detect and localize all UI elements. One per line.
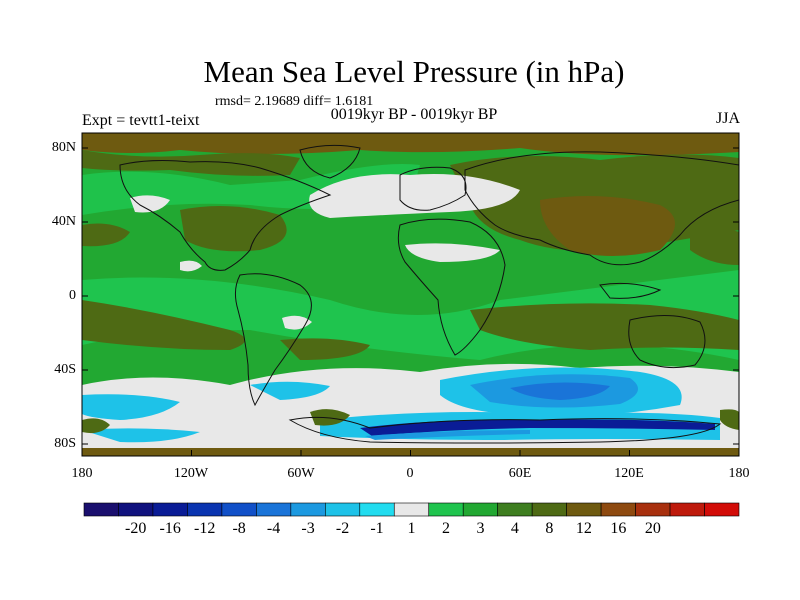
lon-label: 180: [728, 466, 750, 481]
coast-greenland: [299, 144, 361, 179]
field-neutral: [130, 195, 170, 213]
pressure-field: [82, 133, 739, 456]
colorbar-swatch: [83, 502, 119, 517]
field-olive: [690, 227, 739, 265]
colorbar-label: 20: [644, 520, 661, 537]
lat-label: 40N: [51, 214, 76, 229]
field-olive: [280, 338, 370, 360]
coast-australia: [628, 314, 706, 369]
field-dark-blue: [360, 419, 715, 436]
colorbar-swatch: [187, 502, 223, 517]
lon-label: 0: [406, 466, 414, 481]
field-cyan: [82, 428, 200, 443]
field-olive: [82, 150, 300, 176]
field-neutral: [405, 243, 500, 262]
lon-label: 120E: [614, 466, 644, 481]
field-olive: [82, 300, 245, 350]
field-olive: [470, 303, 739, 350]
coast-africa: [397, 218, 506, 356]
lon-label: 60E: [508, 466, 532, 481]
field-olive: [310, 409, 350, 426]
colorbar-swatch: [566, 502, 602, 517]
field-cyan: [250, 381, 330, 400]
colorbar-swatch: [256, 502, 292, 517]
experiment-text: Expt = tevtt1-teixt: [82, 112, 200, 129]
colorbar-label: 12: [575, 520, 592, 537]
lat-label: 0: [69, 288, 76, 303]
colorbar-swatch: [635, 502, 671, 517]
colorbar-swatch: [462, 502, 498, 517]
coast-antarctica: [288, 416, 722, 444]
field-olive: [720, 409, 739, 430]
lon-label: 60W: [287, 466, 315, 481]
colorbar-label: -4: [266, 520, 281, 537]
lon-label: 180: [71, 466, 93, 481]
colorbar-label: -20: [125, 520, 147, 537]
coast-north-america: [119, 160, 332, 271]
season-label: JJA: [716, 110, 741, 127]
colorbar-label: 8: [545, 520, 554, 537]
field-neutral: [180, 260, 202, 272]
statistics-text: rmsd= 2.19689 diff= 1.6181: [215, 94, 374, 109]
coast-europe: [399, 166, 467, 211]
axis-ticks: [82, 147, 739, 456]
colorbar-swatch: [359, 502, 395, 517]
field-light-blue: [365, 430, 530, 440]
colorbar-label: -12: [193, 520, 216, 537]
field-cyan: [82, 394, 180, 420]
lat-label: 80N: [51, 140, 76, 155]
colorbar-swatch: [600, 502, 636, 517]
colorbar-swatch: [152, 502, 188, 517]
colorbar-swatch: [118, 502, 154, 517]
colorbar-swatch: [428, 502, 464, 517]
map-title: Mean Sea Level Pressure (in hPa): [203, 54, 625, 89]
lat-label: 40S: [54, 362, 76, 377]
colorbar-swatch: [393, 502, 430, 517]
colorbar-swatch: [497, 502, 533, 517]
field-blue: [510, 382, 610, 400]
coast-asia: [464, 151, 739, 266]
colorbar-swatch: [531, 502, 567, 517]
coastlines: [119, 144, 739, 444]
colorbar-label: -16: [159, 520, 181, 537]
colorbar-swatch: [704, 502, 740, 517]
field-brown: [540, 196, 675, 256]
colorbar-label: 16: [610, 520, 627, 537]
field-olive: [82, 223, 130, 247]
coast-south-america: [234, 273, 312, 407]
colorbar-swatch: [221, 502, 257, 517]
colorbar-label: 2: [441, 520, 450, 537]
colorbar-label: -8: [232, 520, 246, 537]
period-text: 0019kyr BP - 0019kyr BP: [330, 106, 498, 123]
colorbar-label: -3: [301, 520, 315, 537]
field-neutral: [309, 174, 520, 218]
colorbar-label: -1: [370, 520, 384, 537]
colorbar-swatch: [290, 502, 326, 517]
lon-label: 120W: [173, 466, 209, 481]
field-polar-brown: [82, 133, 739, 156]
field-olive: [82, 418, 110, 434]
colorbar-label: 3: [476, 520, 485, 537]
colorbar-label: 1: [407, 520, 416, 537]
field-olive: [180, 206, 287, 252]
colorbar: [83, 502, 740, 517]
lat-label: 80S: [54, 436, 76, 451]
colorbar-swatch: [669, 502, 705, 517]
coast-indonesia: [599, 282, 662, 299]
colorbar-label: 4: [510, 520, 519, 537]
colorbar-swatch: [325, 502, 361, 517]
colorbar-label: -2: [335, 520, 350, 537]
